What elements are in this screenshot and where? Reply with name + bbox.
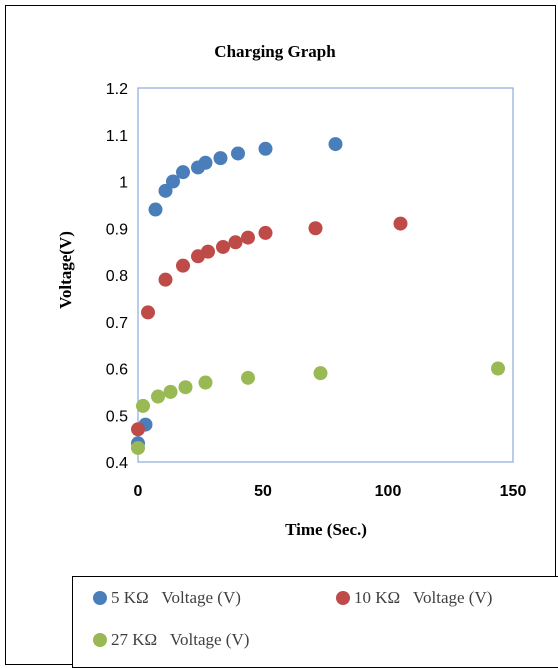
data-point-series-1 — [166, 174, 180, 189]
data-point-series-1 — [328, 137, 343, 152]
data-point-series-3 — [178, 380, 193, 395]
legend-item-5k: 5 KΩ Voltage (V) — [93, 588, 241, 608]
y-tick-label: 0.5 — [106, 408, 128, 425]
data-points — [131, 137, 505, 455]
y-axis-title: Voltage(V) — [56, 231, 75, 309]
x-tick-label: 100 — [375, 483, 402, 500]
data-point-series-3 — [163, 384, 178, 399]
legend-label-10k: 10 KΩ Voltage (V) — [354, 588, 493, 607]
x-axis-title: Time (Sec.) — [285, 520, 367, 539]
legend-marker-27k — [93, 633, 107, 647]
y-tick-label: 0.9 — [106, 221, 128, 238]
data-point-series-1 — [231, 146, 245, 161]
y-tick-label: 0.6 — [106, 362, 128, 379]
data-point-series-1 — [148, 202, 163, 217]
legend-marker-5k — [93, 591, 107, 605]
legend-label-5k: 5 KΩ Voltage (V) — [111, 588, 241, 607]
y-tick-label: 1.2 — [106, 81, 128, 98]
data-point-series-2 — [158, 272, 173, 287]
data-point-series-3 — [198, 375, 213, 390]
data-point-series-3 — [313, 366, 328, 381]
x-tick-label: 150 — [500, 483, 527, 500]
data-point-series-2 — [393, 216, 408, 231]
x-tick-label: 50 — [254, 483, 272, 500]
y-tick-label: 0.8 — [106, 268, 128, 285]
data-point-series-3 — [136, 398, 150, 413]
data-point-series-2 — [176, 258, 190, 273]
data-point-series-3 — [131, 440, 145, 455]
legend-marker-10k — [336, 591, 350, 605]
data-point-series-3 — [491, 361, 505, 376]
data-point-series-2 — [308, 221, 323, 236]
data-point-series-2 — [141, 305, 155, 320]
y-axis-ticks: 0.4 0.5 0.6 0.7 0.8 0.9 1 1.1 1.2 — [106, 81, 128, 472]
x-tick-label: 0 — [134, 483, 143, 500]
data-point-series-1 — [176, 165, 190, 180]
data-point-series-2 — [201, 244, 215, 259]
data-point-series-1 — [213, 151, 228, 166]
legend-label-27k: 27 KΩ Voltage (V) — [111, 630, 250, 649]
x-axis-ticks: 0 50 100 150 — [134, 483, 527, 500]
chart-frame — [5, 5, 556, 665]
data-point-series-2 — [131, 422, 145, 437]
legend: 5 KΩ Voltage (V) 10 KΩ Voltage (V) 27 KΩ… — [72, 576, 558, 668]
data-point-series-2 — [228, 235, 243, 250]
y-tick-label: 0.7 — [106, 315, 128, 332]
legend-item-27k: 27 KΩ Voltage (V) — [93, 630, 249, 650]
y-tick-label: 0.4 — [106, 455, 128, 472]
data-point-series-2 — [258, 225, 273, 240]
data-point-series-3 — [241, 370, 255, 385]
plot-area — [137, 87, 514, 463]
data-point-series-1 — [258, 141, 273, 156]
data-point-series-3 — [151, 389, 165, 404]
y-tick-label: 1.1 — [106, 128, 128, 145]
legend-item-10k: 10 KΩ Voltage (V) — [336, 588, 492, 608]
data-point-series-2 — [216, 239, 230, 254]
chart-title: Charging Graph — [214, 42, 336, 61]
data-point-series-1 — [158, 183, 173, 198]
data-point-series-2 — [241, 230, 255, 245]
data-point-series-1 — [198, 155, 213, 170]
y-tick-label: 1 — [119, 175, 128, 192]
